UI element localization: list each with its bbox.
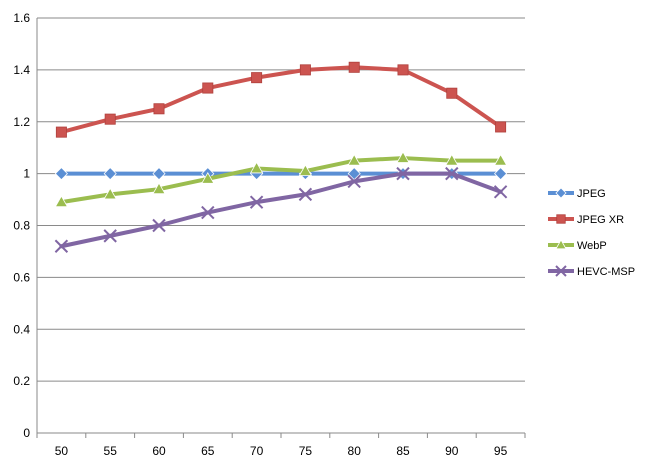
data-point [347, 174, 361, 189]
y-tick-label: 0.2 [13, 374, 30, 388]
y-tick-label: 1.2 [13, 115, 30, 129]
data-point [54, 239, 69, 253]
legend-item-webp: WebP [548, 239, 607, 252]
data-point [298, 164, 313, 176]
series-jpeg-xr [55, 61, 507, 138]
data-point [446, 87, 458, 99]
series-hevc-msp [54, 166, 508, 253]
data-point [249, 161, 264, 174]
y-tick-label: 0.6 [13, 270, 30, 284]
series-line-hevc-msp [59, 171, 503, 249]
data-point [445, 166, 459, 181]
x-tick-label: 95 [494, 444, 508, 458]
y-axis-tick-labels: 0 0.2 0.4 0.6 0.8 1 1.2 1.4 1.6 [13, 11, 30, 440]
axes [36, 18, 526, 438]
series-line-jpeg-xr [59, 65, 503, 135]
x-tick-label: 80 [348, 444, 362, 458]
y-tick-label: 0.4 [13, 322, 30, 336]
x-tick-label: 85 [396, 444, 410, 458]
data-point [104, 113, 116, 125]
data-point [396, 166, 410, 181]
data-point [299, 64, 311, 76]
data-point [445, 153, 459, 166]
data-point [298, 187, 313, 202]
legend-marker [555, 265, 567, 277]
data-point [152, 218, 166, 233]
x-tick-label: 55 [104, 444, 118, 458]
data-point [103, 187, 117, 200]
data-point [396, 151, 410, 163]
y-tick-label: 1.6 [13, 11, 30, 25]
legend-item-jpeg: JPEG [548, 187, 606, 200]
legend-label: JPEG XR [577, 214, 624, 226]
x-tick-label: 70 [250, 444, 264, 458]
legend-marker [555, 187, 567, 199]
legend-label: WebP [577, 240, 607, 252]
x-axis-tick-labels: 50 55 60 65 70 75 80 85 90 95 [55, 444, 508, 458]
data-point [201, 172, 215, 184]
series-line-webp [59, 156, 503, 205]
data-point [54, 195, 69, 208]
data-point [103, 229, 117, 243]
legend-label: JPEG [577, 188, 606, 200]
data-point [494, 167, 508, 181]
data-point [153, 103, 165, 115]
data-point [397, 64, 409, 76]
legend: JPEG JPEG XR WebP HEVC-MSP [548, 187, 635, 278]
data-point [348, 61, 360, 73]
x-tick-label: 75 [299, 444, 313, 458]
legend-item-hevc-msp: HEVC-MSP [548, 265, 635, 278]
legend-marker [555, 239, 567, 250]
y-tick-label: 1.4 [13, 63, 30, 77]
x-tick-label: 90 [445, 444, 459, 458]
legend-item-jpeg-xr: JPEG XR [548, 214, 624, 226]
legend-label: HEVC-MSP [577, 266, 635, 278]
data-point [54, 167, 68, 181]
data-point [55, 126, 67, 138]
x-tick-label: 65 [201, 444, 215, 458]
series-lines [54, 61, 508, 253]
x-tick-label: 60 [152, 444, 166, 458]
data-point [201, 205, 215, 220]
x-tick-label: 50 [55, 444, 69, 458]
y-tick-label: 0 [23, 426, 30, 440]
data-point [152, 167, 166, 181]
data-point [347, 153, 361, 166]
y-tick-label: 0.8 [13, 219, 30, 233]
data-point [495, 121, 507, 133]
data-point [493, 185, 508, 199]
legend-marker [556, 214, 566, 224]
data-point [103, 167, 117, 181]
series-webp [54, 151, 508, 208]
data-point [493, 153, 508, 166]
data-point [249, 195, 264, 209]
data-point [152, 182, 166, 195]
data-point [202, 82, 214, 94]
y-tick-label: 1 [23, 167, 30, 181]
data-point [251, 72, 263, 84]
